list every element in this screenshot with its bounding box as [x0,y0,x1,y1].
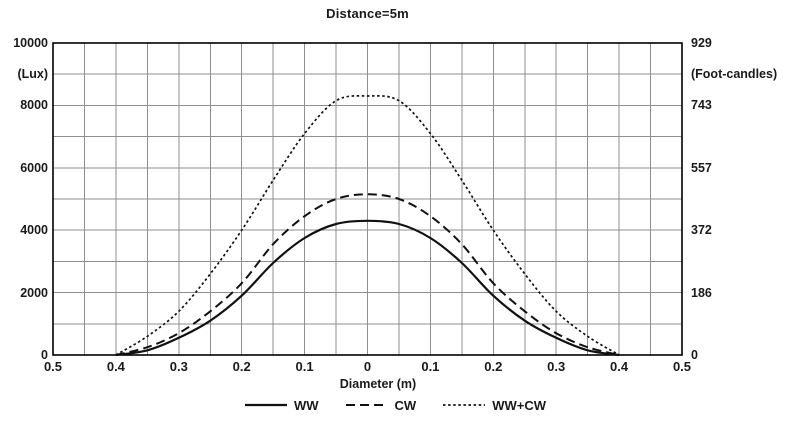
x-axis-tick: 0.2 [484,359,503,374]
legend-item-ww: WW [244,398,319,413]
legend-label: CW [394,397,417,413]
x-axis-tick: 0.1 [295,359,314,374]
series-curve-ww [115,219,620,357]
series-curve-ww-cw [115,95,620,356]
x-axis-tick: 0.4 [106,359,125,374]
series-curve-cw [115,193,620,356]
legend-label: WW [293,397,319,413]
chart-title: Distance=5m [326,6,409,21]
x-axis-tick: 0.4 [610,359,629,374]
x-axis-tick: 0.2 [232,359,251,374]
x-axis-tick: 0.3 [547,359,566,374]
y-axis-tick-right: 186 [691,285,712,300]
y-axis-tick-right: 372 [691,223,712,238]
grid-lines [53,43,682,355]
legend-line-sample-dotted [443,404,486,406]
y-axis-tick-left: 8000 [20,98,48,113]
y-axis-tick-left: 4000 [20,223,48,238]
x-axis-tick: 0.5 [43,359,63,374]
y-axis-tick-left: 2000 [20,285,48,300]
y-axis-tick-right: 557 [691,160,712,175]
legend-label: WW+CW [492,397,546,413]
x-axis-title: Diameter (m) [339,377,417,391]
chart-legend: WW CW WW+CW [14,395,776,415]
y-axis-tick-right: 743 [691,98,712,113]
y-axis-tick-right: 0 [691,348,698,362]
y-axis-tick-left: 10000 [13,36,48,50]
y-axis-tick-left: 0 [41,348,48,362]
x-axis-tick: 0.1 [421,359,440,374]
y-axis-tick-right: 929 [691,36,712,50]
x-axis-tick: 0.3 [169,359,188,374]
legend-item-cw: CW [345,397,417,413]
legend-line-sample-dashed [345,404,388,406]
plot-border [52,42,683,356]
y-axis-tick-left: 6000 [20,160,48,175]
x-axis-tick: 0 [363,359,372,374]
x-axis-tick: 0.5 [672,359,692,374]
legend-line-sample-solid [244,403,287,407]
y-axis-unit-right: (Foot-candles) [691,67,778,81]
legend-item-ww-cw: WW+CW [442,398,546,413]
y-axis-unit-left: (Lux) [17,67,48,81]
